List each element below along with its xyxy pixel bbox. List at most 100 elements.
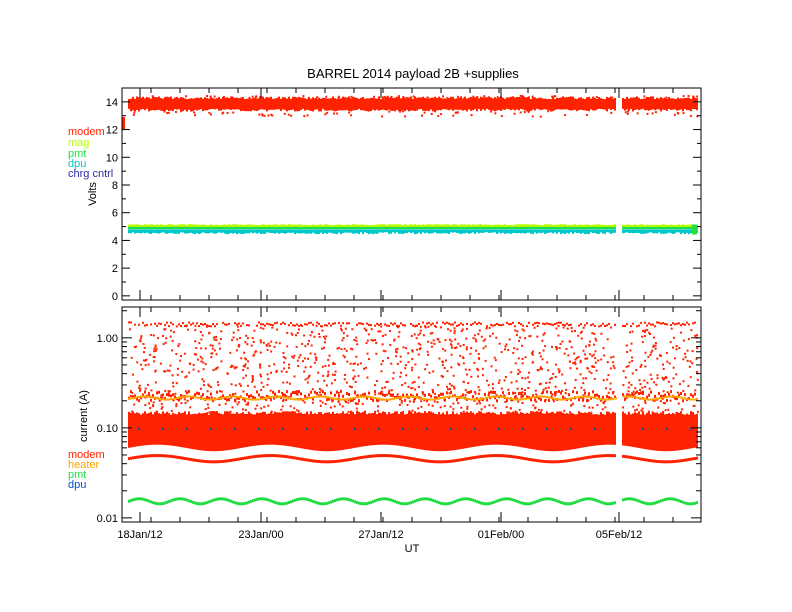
- modem-current-mark: [442, 460, 444, 464]
- mag-voltage-mark: [344, 224, 346, 227]
- dpu-voltage-mark: [688, 229, 690, 235]
- pmt-voltage-mark: [398, 226, 400, 230]
- modem-current-mark: [582, 412, 584, 448]
- modem-current-point: [669, 341, 672, 344]
- mag-voltage-mark: [444, 224, 446, 227]
- modem-voltage-mark: [388, 97, 390, 110]
- pmt-current-mark: [488, 502, 490, 506]
- modem-current-point: [687, 338, 690, 341]
- modem-current-point: [375, 352, 378, 355]
- pmt-current-mark: [288, 501, 290, 505]
- heater-current-mark: [650, 398, 653, 401]
- pmt-voltage-mark: [486, 226, 488, 230]
- modem-current-mark: [348, 413, 350, 449]
- modem-current-point: [178, 397, 181, 400]
- modem-current-point: [285, 370, 288, 373]
- modem-current-point: [304, 394, 306, 398]
- modem-current-point: [678, 322, 680, 325]
- modem-current-point: [552, 400, 555, 403]
- modem-current-point: [166, 369, 169, 372]
- modem-current-point: [453, 329, 456, 332]
- mag-voltage-mark: [316, 225, 318, 227]
- modem-voltage-mark: [290, 98, 292, 111]
- modem-current-point: [194, 329, 197, 332]
- modem-current-mark: [662, 411, 664, 452]
- pmt-voltage-mark: [340, 226, 342, 230]
- mag-voltage-mark: [518, 224, 520, 227]
- pmt-current-mark: [334, 499, 336, 503]
- modem-current-point: [342, 354, 345, 357]
- modem-current-point: [568, 360, 571, 363]
- modem-current-point: [552, 372, 555, 375]
- modem-current-point: [244, 363, 247, 366]
- pmt-voltage-mark: [444, 226, 446, 230]
- pmt-current-mark: [152, 501, 154, 505]
- dpu-voltage-mark: [598, 229, 600, 234]
- modem-voltage-point: [402, 110, 405, 113]
- mag-voltage-mark: [510, 224, 512, 227]
- pmt-voltage-mark: [232, 226, 234, 230]
- modem-voltage-point: [332, 112, 335, 115]
- heater-current-mark: [671, 395, 674, 398]
- modem-current-point: [228, 398, 230, 402]
- modem-current-point: [362, 367, 365, 370]
- dpu-voltage-mark: [196, 229, 198, 234]
- heater-current-mark: [680, 396, 683, 399]
- pmt-voltage-mark: [338, 226, 340, 230]
- modem-current-mark: [346, 458, 348, 462]
- modem-current-point: [656, 377, 659, 380]
- modem-current-mark: [594, 454, 596, 458]
- modem-voltage-mark: [270, 96, 272, 110]
- modem-current-mark: [608, 454, 610, 458]
- modem-current-point: [642, 390, 644, 394]
- modem-current-mark: [414, 411, 416, 449]
- modem-current-point: [270, 371, 273, 374]
- modem-current-point: [346, 322, 348, 325]
- modem-current-mark: [408, 411, 410, 448]
- modem-current-point: [439, 406, 442, 409]
- modem-current-point: [484, 393, 486, 397]
- pmt-voltage-mark: [264, 226, 266, 230]
- modem-voltage-mark: [636, 96, 638, 110]
- heater-current-mark: [248, 398, 251, 401]
- modem-current-point: [202, 380, 205, 383]
- modem-current-point: [419, 347, 422, 350]
- mag-voltage-mark: [376, 224, 378, 227]
- modem-current-point: [594, 361, 597, 364]
- modem-current-mark: [654, 412, 656, 451]
- modem-current-point: [466, 407, 469, 410]
- heater-current-mark: [413, 396, 416, 399]
- mag-voltage-mark: [364, 224, 366, 227]
- modem-voltage-mark: [524, 98, 526, 111]
- heater-current-mark: [257, 398, 260, 401]
- mag-voltage-mark: [352, 224, 354, 227]
- dpu-voltage-mark: [292, 229, 294, 233]
- pmt-voltage-mark: [446, 226, 448, 230]
- modem-current-point: [672, 377, 675, 380]
- modem-voltage-mark: [402, 97, 404, 111]
- modem-current-point: [208, 396, 210, 400]
- dpu-voltage-mark: [420, 229, 422, 234]
- dpu-voltage-mark: [256, 229, 258, 234]
- pmt-voltage-mark: [682, 226, 684, 230]
- heater-current-mark: [455, 395, 458, 398]
- pmt-voltage-mark: [158, 226, 160, 230]
- dpu-voltage-mark: [322, 229, 324, 234]
- pmt-voltage-mark: [452, 226, 454, 230]
- modem-voltage-point: [632, 97, 635, 100]
- mag-voltage-mark: [176, 224, 178, 227]
- modem-current-mark: [668, 460, 670, 464]
- modem-current-point: [566, 327, 569, 330]
- modem-current-mark: [198, 459, 200, 463]
- modem-current-mark: [296, 456, 298, 460]
- current-axis-label: current (A): [78, 390, 90, 442]
- modem-current-point: [155, 410, 158, 413]
- mag-voltage-mark: [294, 224, 296, 227]
- modem-current-point: [591, 355, 594, 358]
- pmt-voltage-mark: [472, 226, 474, 230]
- modem-voltage-mark: [396, 96, 398, 110]
- mag-voltage-mark: [148, 224, 150, 227]
- modem-current-point: [259, 366, 262, 369]
- dpu-voltage-mark: [606, 229, 608, 233]
